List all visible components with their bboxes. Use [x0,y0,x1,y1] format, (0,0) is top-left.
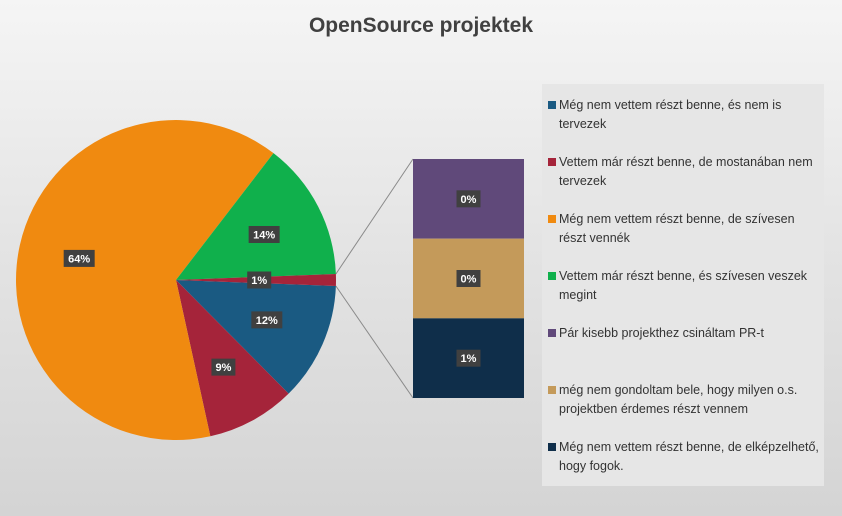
legend-item: Még nem vettem részt benne, és nem is te… [548,96,820,134]
legend-label: Még nem vettem részt benne, de szívesen … [559,212,795,245]
data-label-1: 9% [211,358,236,376]
data-label-3: 14% [248,225,280,243]
legend-label: Pár kisebb projekthez csináltam PR-t [559,326,764,340]
legend-label: Még nem vettem részt benne, és nem is te… [559,98,782,131]
legend-swatch-1 [548,158,556,166]
legend-item: még nem gondoltam bele, hogy milyen o.s.… [548,381,820,419]
chart-title: OpenSource projektek [308,14,534,37]
svg-text:64%: 64% [68,253,90,265]
legend-swatch-2 [548,215,556,223]
data-label-2: 64% [63,249,95,267]
legend-item: Pár kisebb projekthez csináltam PR-t [548,324,820,343]
svg-text:1%: 1% [251,275,267,287]
legend-swatch-0 [548,101,556,109]
svg-text:0%: 0% [461,274,477,286]
pie-slice-0 [176,280,336,394]
pie-slice-2 [16,120,274,441]
svg-text:9%: 9% [215,362,231,374]
pie-slice-1 [176,280,289,437]
connector-line-bottom [335,285,414,399]
svg-text:14%: 14% [253,229,275,241]
legend-label: Vettem már részt benne, és szívesen vesz… [559,269,808,302]
stack-label-6: 1% [456,349,481,367]
stack-label-4: 0% [456,190,481,208]
legend-item: Még nem vettem részt benne, de szívesen … [548,210,820,248]
legend-swatch-6 [548,443,556,451]
pie-slice-3 [176,153,336,280]
legend: Még nem vettem részt benne, és nem is te… [542,84,824,486]
legend-label: Vettem már részt benne, de mostanában ne… [559,155,813,188]
svg-text:1%: 1% [461,353,477,365]
legend-item: Vettem már részt benne, és szívesen vesz… [548,267,820,305]
legend-swatch-3 [548,272,556,280]
svg-text:12%: 12% [256,315,278,327]
connector-line-top [335,158,414,275]
data-label-0: 12% [251,311,283,329]
data-label-other: 1% [247,271,272,289]
legend-label: Még nem vettem részt benne, de elképzelh… [559,440,819,473]
legend-item: Vettem már részt benne, de mostanában ne… [548,153,820,191]
legend-swatch-4 [548,329,556,337]
stack-label-5: 0% [456,270,481,287]
legend-label: még nem gondoltam bele, hogy milyen o.s.… [559,383,798,416]
legend-item: Még nem vettem részt benne, de elképzelh… [548,438,820,476]
legend-swatch-5 [548,386,556,394]
svg-text:0%: 0% [461,194,477,206]
